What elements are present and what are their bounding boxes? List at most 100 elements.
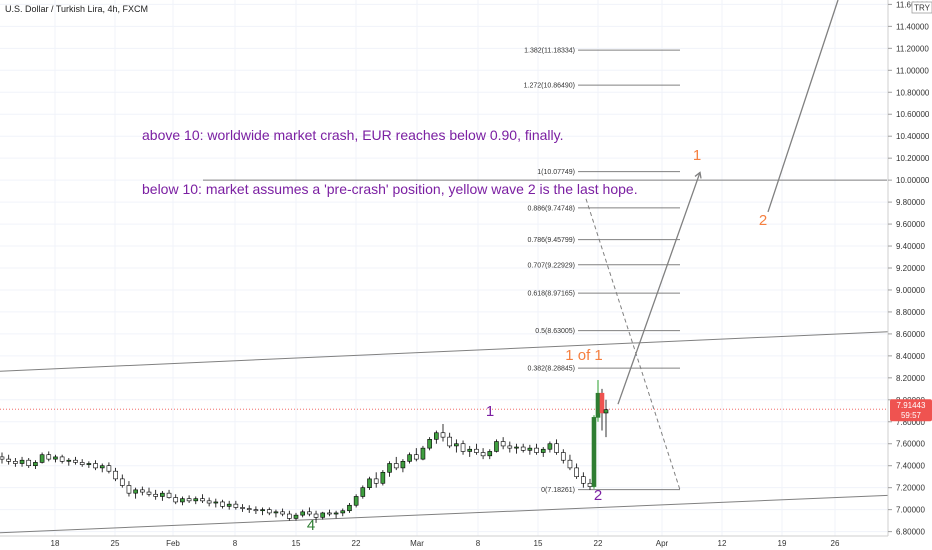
candle-body — [413, 454, 419, 460]
y-tick-label: 11.20000 — [896, 44, 929, 53]
candle-body — [200, 498, 205, 502]
candle-body — [93, 463, 98, 469]
candle-body — [166, 492, 172, 498]
candle-body — [59, 456, 65, 462]
candle-body — [353, 496, 359, 506]
x-tick-label: 8 — [233, 539, 238, 548]
y-tick-label: 11.00000 — [896, 66, 929, 75]
x-tick-label: 19 — [778, 539, 787, 548]
candle-body — [193, 498, 199, 502]
y-tick-label: 7.20000 — [896, 484, 925, 493]
candle-body — [560, 452, 566, 461]
fib-level-label: 0.886(9.74748) — [528, 205, 575, 212]
candle-body — [266, 509, 272, 514]
candle-body — [86, 463, 92, 465]
candle-body — [33, 462, 38, 467]
projection-line-wave-3 — [767, 0, 839, 213]
x-tick-label: 8 — [476, 539, 481, 548]
candle-body — [603, 409, 609, 414]
y-tick-label: 10.00000 — [896, 176, 930, 185]
candle-body — [79, 462, 85, 465]
candlestick-series — [0, 380, 609, 523]
candle-body — [160, 492, 165, 497]
candle-body — [146, 491, 152, 495]
candle-body — [547, 443, 553, 450]
candle-body — [293, 514, 299, 519]
y-tick-label: 10.20000 — [896, 154, 930, 163]
candle-body — [380, 471, 386, 484]
annotation-below-10: below 10: market assumes a 'pre-crash' p… — [142, 181, 638, 197]
candle-body — [53, 456, 58, 460]
candle-body — [333, 512, 339, 515]
candle-body — [454, 443, 459, 447]
candle-body — [567, 459, 573, 469]
candle-body — [186, 498, 192, 502]
candle-body — [367, 478, 372, 488]
candle-body — [119, 478, 125, 486]
candle-body — [140, 489, 145, 493]
candle-body — [373, 478, 379, 484]
x-tick-label: 26 — [831, 539, 840, 548]
x-tick-label: 15 — [292, 539, 301, 548]
fib-level-label: 1(10.07749) — [537, 169, 575, 176]
wave-label-purple: 2 — [594, 487, 602, 504]
fib-level-label: 0.786(9.45799) — [528, 237, 575, 244]
x-tick-label: 25 — [111, 539, 120, 548]
x-tick-label: Feb — [166, 539, 180, 548]
candle-body — [387, 463, 392, 473]
fib-level-label: 0.707(9.22929) — [528, 262, 575, 269]
y-tick-label: 8.80000 — [896, 308, 925, 317]
candle-body — [507, 445, 513, 449]
candle-body — [347, 504, 352, 512]
candle-body — [106, 465, 112, 472]
candle-body — [13, 461, 18, 464]
wave-label-green: 4 — [307, 517, 315, 534]
lower-trendline — [0, 494, 889, 534]
candle-body — [327, 512, 332, 515]
last-price-value: 7.91443 — [897, 401, 926, 410]
candle-body — [440, 432, 446, 438]
currency-badge-label: TRY — [914, 4, 931, 13]
candle-body — [599, 392, 605, 414]
time-axis-panel[interactable] — [0, 536, 888, 550]
candle-body — [467, 448, 473, 452]
candle-body — [99, 465, 105, 469]
candle-body — [206, 500, 212, 504]
y-tick-label: 8.40000 — [896, 352, 925, 361]
candle-body — [307, 511, 312, 515]
candle-body — [300, 511, 305, 516]
candle-body — [554, 443, 559, 453]
gridlines — [0, 0, 888, 536]
candle-body — [500, 441, 506, 447]
candle-body — [514, 446, 519, 449]
candle-body — [26, 459, 32, 467]
time-axis: 18 25 Feb 8 15 22 Mar 8 15 22 Apr 12 19 26 — [51, 539, 840, 548]
candle-body — [260, 509, 265, 512]
candle-body — [360, 487, 366, 497]
currency-badge — [911, 1, 932, 14]
candle-body — [113, 470, 118, 480]
upper-trendline — [0, 331, 889, 372]
projection-arrowhead — [694, 171, 702, 179]
x-tick-label: 22 — [352, 539, 361, 548]
candle-body — [173, 497, 179, 503]
candle-body — [534, 447, 539, 453]
wave-labels: 1 2 4 1 of 1 1 2 — [307, 147, 767, 534]
y-tick-label: 10.60000 — [896, 110, 930, 119]
y-tick-label: 11.40000 — [896, 22, 929, 31]
annotation-above-10: above 10: worldwide market crash, EUR re… — [142, 127, 564, 143]
y-tick-label: 9.00000 — [896, 286, 925, 295]
candle-body — [253, 509, 259, 512]
fib-level-label: 1.382(11.18334) — [524, 48, 575, 55]
symbol-title: U.S. Dollar / Turkish Lira, 4h, FXCM — [5, 4, 148, 14]
last-price-badge: 7.91443 59:57 — [890, 399, 932, 422]
candle-body — [0, 456, 5, 460]
wave-label-orange: 1 — [693, 147, 701, 164]
fib-level-label: 0.5(8.63005) — [535, 328, 575, 335]
fib-level-label: 0(7.18261) — [541, 487, 575, 494]
projection-line-up — [617, 172, 701, 405]
price-axis-panel[interactable] — [888, 0, 932, 536]
candle-body — [213, 501, 219, 504]
wave-label-purple: 1 — [486, 403, 494, 420]
